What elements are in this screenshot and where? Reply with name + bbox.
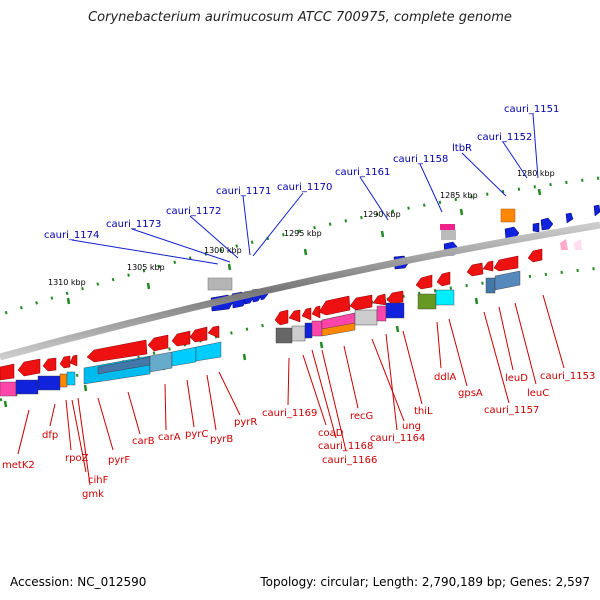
gene-label: cauri_1151 xyxy=(504,104,559,115)
outer-major-ticks xyxy=(66,188,542,305)
top-gene-labels: cauri_1151 cauri_1152 ltbR cauri_1158 ca… xyxy=(44,104,559,241)
bottom-gene-labels: metK2 dfp rpoZ cihF gmk pyrF carB carA p… xyxy=(2,371,595,500)
gene-label: carA xyxy=(158,432,181,443)
gene-label: cauri_1157 xyxy=(484,405,539,416)
scale-label: 1290 kbp xyxy=(363,210,401,219)
scale-label: 1285 kbp xyxy=(440,191,478,200)
gene-label: dfp xyxy=(42,430,58,441)
gene-label: cauri_1153 xyxy=(540,371,595,382)
gene-label: cauri_1172 xyxy=(166,206,221,217)
gene-label: cauri_1161 xyxy=(335,167,390,178)
gene-label: metK2 xyxy=(2,460,35,471)
feature-pink-arrow xyxy=(560,239,568,250)
scale-label: 1300 kbp xyxy=(204,246,242,255)
outer-scale-arc xyxy=(0,176,600,317)
gene-label: cauri_1166 xyxy=(322,455,377,466)
gene-label: gmk xyxy=(82,489,104,500)
gene-label: ung xyxy=(402,421,421,432)
gene-label: rpoZ xyxy=(65,453,89,464)
gene-label: recG xyxy=(350,411,373,422)
feature-pink xyxy=(440,224,455,230)
gene-label: cauri_1152 xyxy=(477,132,532,143)
gene-label: cauri_1171 xyxy=(216,186,271,197)
gene-label: cauri_1170 xyxy=(277,182,332,193)
gene-label: cihF xyxy=(88,475,109,486)
gene-label: cauri_1173 xyxy=(106,219,161,230)
gene-label: cauri_1158 xyxy=(393,154,448,165)
feature-white-arrow xyxy=(574,239,582,250)
gene-label: pyrR xyxy=(234,417,257,428)
feature-grey xyxy=(441,230,456,240)
genome-stats-text: Topology: circular; Length: 2,790,189 bp… xyxy=(260,575,590,589)
gene-label: pyrC xyxy=(185,429,208,440)
gene-label: pyrF xyxy=(108,455,130,466)
feature-grey-small xyxy=(207,277,233,291)
gene-label: coaD xyxy=(318,428,344,439)
scale-label: 1280 kbp xyxy=(517,169,555,178)
scale-label: 1310 kbp xyxy=(48,278,86,287)
gene-label: cauri_1164 xyxy=(370,433,425,444)
inner-major-ticks xyxy=(3,297,479,408)
reverse-genes xyxy=(0,248,543,381)
scale-labels: 1280 kbp 1285 kbp 1290 kbp 1295 kbp 1300… xyxy=(48,169,555,287)
feature-orange xyxy=(500,208,516,223)
gene-label: ddlA xyxy=(434,372,456,383)
bottom-leader-lines xyxy=(17,294,565,486)
genome-backbone xyxy=(0,221,600,361)
accession-text: Accession: NC_012590 xyxy=(10,575,147,589)
gene-label: leuC xyxy=(527,388,549,399)
gene-label: ltbR xyxy=(452,143,472,154)
scale-label: 1305 kbp xyxy=(127,263,165,272)
gene-label: cauri_1168 xyxy=(318,441,373,452)
gene-label: cauri_1169 xyxy=(262,408,317,419)
gene-label: pyrB xyxy=(210,434,233,445)
gene-label: gpsA xyxy=(458,388,483,399)
scale-label: 1295 kbp xyxy=(284,229,322,238)
gene-domain-bands xyxy=(0,270,521,397)
top-leader-lines xyxy=(71,113,539,265)
map-title: Corynebacterium aurimucosum ATCC 700975,… xyxy=(88,10,512,25)
gene-label: leuD xyxy=(505,373,528,384)
gene-label: carB xyxy=(132,436,155,447)
gene-label: cauri_1174 xyxy=(44,230,99,241)
gene-label: thiL xyxy=(414,406,433,417)
